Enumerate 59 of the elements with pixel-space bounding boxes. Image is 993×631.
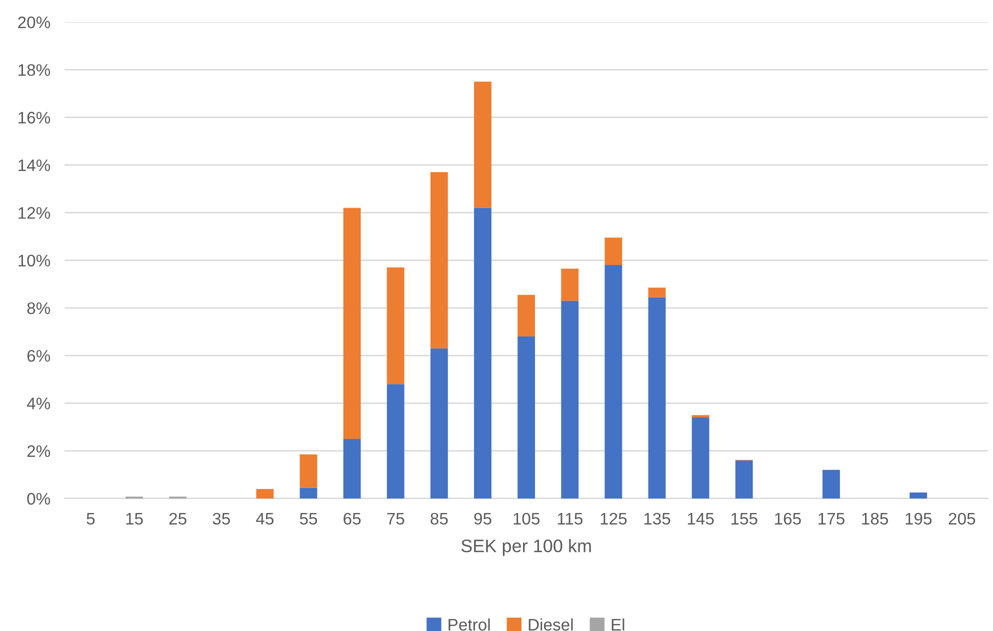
x-tick-label: 155: [731, 512, 758, 525]
bar: [430, 348, 448, 498]
bar: [561, 268, 579, 301]
bar: [604, 265, 622, 498]
y-tick-label: 2%: [27, 445, 50, 457]
bar: [386, 267, 404, 384]
x-tick-label: 175: [818, 512, 844, 525]
x-tick-label: 145: [688, 512, 714, 525]
x-tick-label: 65: [344, 512, 361, 525]
x-tick-label: 95: [474, 512, 492, 525]
legend-label: El: [612, 618, 624, 630]
legend-label: Diesel: [528, 618, 573, 631]
x-tick-label: 185: [862, 512, 888, 525]
x-tick-label: 205: [948, 512, 976, 525]
bar: [735, 460, 753, 498]
x-tick-label: 135: [644, 512, 670, 525]
x-tick-label: 75: [387, 512, 404, 525]
y-tick-label: 14%: [18, 159, 50, 172]
bar: [300, 488, 318, 498]
bar: [430, 172, 448, 348]
x-tick-label: 105: [514, 512, 540, 525]
bar: [518, 336, 535, 498]
x-tick-label: 195: [906, 512, 932, 525]
bar: [474, 82, 492, 208]
x-tick-label: 5: [86, 512, 95, 525]
bar: [822, 470, 840, 498]
x-tick-label: 55: [300, 512, 318, 525]
bar: [561, 300, 579, 498]
bar: [474, 208, 492, 498]
bar: [343, 208, 361, 439]
y-tick-label: 0%: [27, 492, 50, 505]
bar: [604, 238, 622, 266]
y-tick-label: 4%: [26, 398, 50, 410]
x-tick-label: 35: [212, 512, 230, 525]
bar: [648, 288, 666, 298]
x-tick-label: 25: [169, 512, 186, 525]
x-axis-title: SEK per 100 km: [461, 539, 591, 556]
x-tick-label: 85: [430, 512, 448, 525]
x-tick-label: 165: [775, 512, 801, 525]
x-tick-label: 15: [126, 512, 143, 525]
x-tick-label: 45: [256, 512, 274, 525]
y-tick-label: 16%: [18, 112, 50, 124]
bar: [518, 294, 535, 337]
legend-label: Petrol: [448, 618, 490, 631]
y-tick-label: 18%: [18, 64, 50, 76]
y-tick-label: 8%: [27, 302, 50, 314]
y-tick-label: 10%: [18, 254, 50, 266]
bar: [692, 418, 710, 498]
y-tick-label: 12%: [18, 207, 50, 219]
bar: [386, 384, 404, 498]
bar: [300, 454, 318, 488]
bar: [910, 492, 928, 498]
x-tick-label: 125: [600, 512, 627, 525]
y-tick-label: 20%: [18, 16, 50, 28]
bar: [648, 297, 666, 498]
y-tick-label: 6%: [27, 350, 50, 362]
x-tick-label: 115: [558, 512, 582, 525]
bar: [343, 438, 361, 498]
bar: [256, 488, 274, 498]
